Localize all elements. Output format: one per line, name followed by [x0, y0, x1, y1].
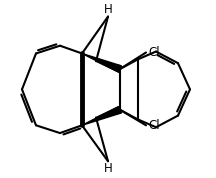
Polygon shape	[82, 107, 121, 125]
Text: H: H	[104, 3, 112, 16]
Text: Cl: Cl	[148, 46, 160, 59]
Text: Cl: Cl	[148, 119, 160, 132]
Text: H: H	[104, 162, 112, 175]
Polygon shape	[96, 61, 121, 72]
Polygon shape	[82, 53, 121, 72]
Polygon shape	[96, 107, 121, 117]
